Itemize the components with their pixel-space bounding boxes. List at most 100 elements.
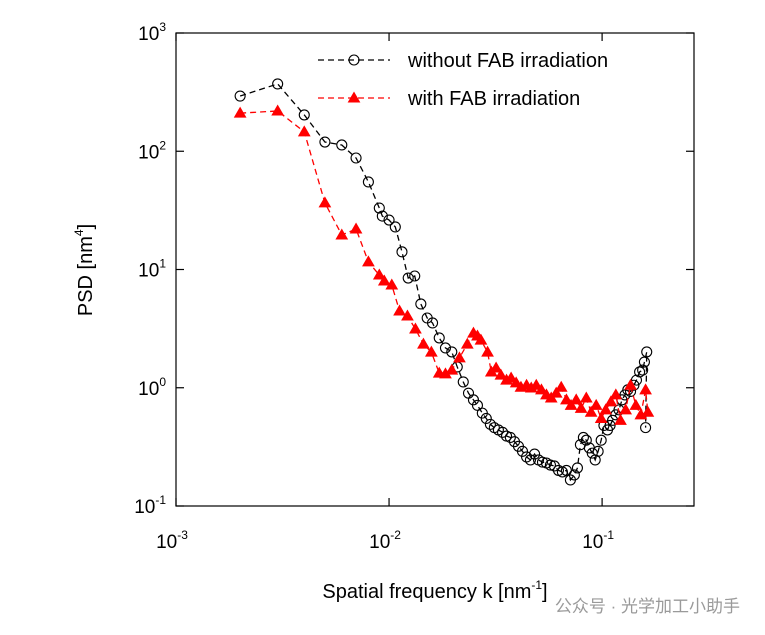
data-point <box>577 431 589 443</box>
data-point <box>319 136 331 148</box>
data-point <box>489 361 503 373</box>
data-point <box>385 278 399 290</box>
data-point <box>560 393 573 405</box>
x-axis-title-part: ] <box>542 581 548 603</box>
data-point <box>544 459 556 471</box>
data-point <box>609 388 623 400</box>
data-point <box>574 401 588 413</box>
data-point <box>639 383 652 395</box>
y-tick-label: 10-1 <box>134 493 166 518</box>
legend-marker <box>348 54 360 66</box>
x-tick-base: 10 <box>369 532 390 553</box>
data-point <box>592 445 604 457</box>
data-point <box>571 462 583 474</box>
data-point <box>433 332 445 344</box>
data-point <box>362 255 375 267</box>
data-point <box>393 304 406 316</box>
x-tick-base: 10 <box>582 532 603 553</box>
data-point <box>234 90 246 102</box>
data-point <box>362 176 374 188</box>
y-tick-label: 102 <box>138 138 166 163</box>
data-point <box>415 298 427 310</box>
y-tick-exponent: 0 <box>159 375 166 389</box>
data-point <box>619 403 633 415</box>
data-point <box>604 395 618 407</box>
data-point <box>377 274 391 286</box>
data-point <box>504 431 516 443</box>
watermark: 公众号 · 光学加工小助手 <box>555 597 740 616</box>
data-point <box>233 106 247 118</box>
data-point <box>564 398 578 410</box>
data-point <box>446 346 458 358</box>
data-point <box>641 346 653 358</box>
data-point <box>595 434 607 446</box>
data-point <box>579 391 593 403</box>
y-tick-exponent: 3 <box>159 20 166 34</box>
y-tick-base: 10 <box>134 497 155 518</box>
data-point <box>549 386 563 398</box>
data-point <box>554 380 568 392</box>
data-point <box>589 398 603 410</box>
x-axis-title-part: -1 <box>531 578 542 592</box>
data-point <box>350 152 362 164</box>
data-point <box>494 368 508 380</box>
legend-label: with FAB irradiation <box>407 88 580 110</box>
data-point <box>376 210 388 222</box>
data-point <box>335 228 349 240</box>
y-axis-title-part: PSD [nm <box>75 236 97 316</box>
data-point <box>568 469 580 481</box>
data-point <box>271 104 285 116</box>
data-point <box>467 394 480 406</box>
y-axis-title: PSD [nm4] <box>72 224 97 316</box>
data-point <box>624 378 637 390</box>
data-point <box>445 363 459 375</box>
series-line <box>239 83 648 482</box>
data-point <box>426 317 439 329</box>
data-point <box>389 221 401 233</box>
y-axis-title-part: 4 <box>72 229 86 236</box>
data-point <box>586 447 598 459</box>
data-point <box>641 405 655 417</box>
legend-label: without FAB irradiation <box>407 50 608 72</box>
y-tick-exponent: -1 <box>155 493 166 507</box>
x-tick-exponent: -1 <box>603 528 614 542</box>
x-axis-title-part: Spatial frequency k [nm <box>322 581 531 603</box>
y-tick-exponent: 2 <box>159 138 166 152</box>
data-point <box>298 109 310 121</box>
y-tick-base: 10 <box>138 24 159 45</box>
y-tick-label: 101 <box>138 257 166 282</box>
data-point <box>521 451 533 463</box>
data-point <box>373 202 385 214</box>
data-point <box>640 422 652 434</box>
data-point <box>614 413 627 425</box>
data-point <box>481 345 494 357</box>
data-point <box>457 376 469 388</box>
data-point <box>637 364 649 376</box>
data-point <box>401 309 414 321</box>
y-tick-base: 10 <box>138 261 159 282</box>
x-axis-title: Spatial frequency k [nm-1] <box>322 578 547 603</box>
data-point <box>417 337 430 349</box>
data-point <box>594 411 608 423</box>
data-point <box>409 270 421 282</box>
data-point <box>297 125 311 137</box>
data-point <box>629 398 643 410</box>
data-point <box>638 356 650 368</box>
data-point <box>453 351 466 363</box>
x-tick-exponent: -3 <box>177 528 188 542</box>
data-point <box>396 246 408 258</box>
y-tick-label: 103 <box>138 20 166 45</box>
data-point <box>529 448 541 460</box>
data-point <box>504 371 518 383</box>
data-point <box>318 196 332 208</box>
data-point <box>471 399 484 411</box>
data-point <box>460 337 474 349</box>
data-point <box>569 393 583 405</box>
data-point <box>474 333 488 345</box>
data-point <box>372 268 386 280</box>
data-point <box>402 272 414 284</box>
data-point <box>383 214 395 226</box>
y-tick-base: 10 <box>138 142 159 163</box>
data-point <box>599 403 613 415</box>
legend-marker <box>347 91 361 103</box>
